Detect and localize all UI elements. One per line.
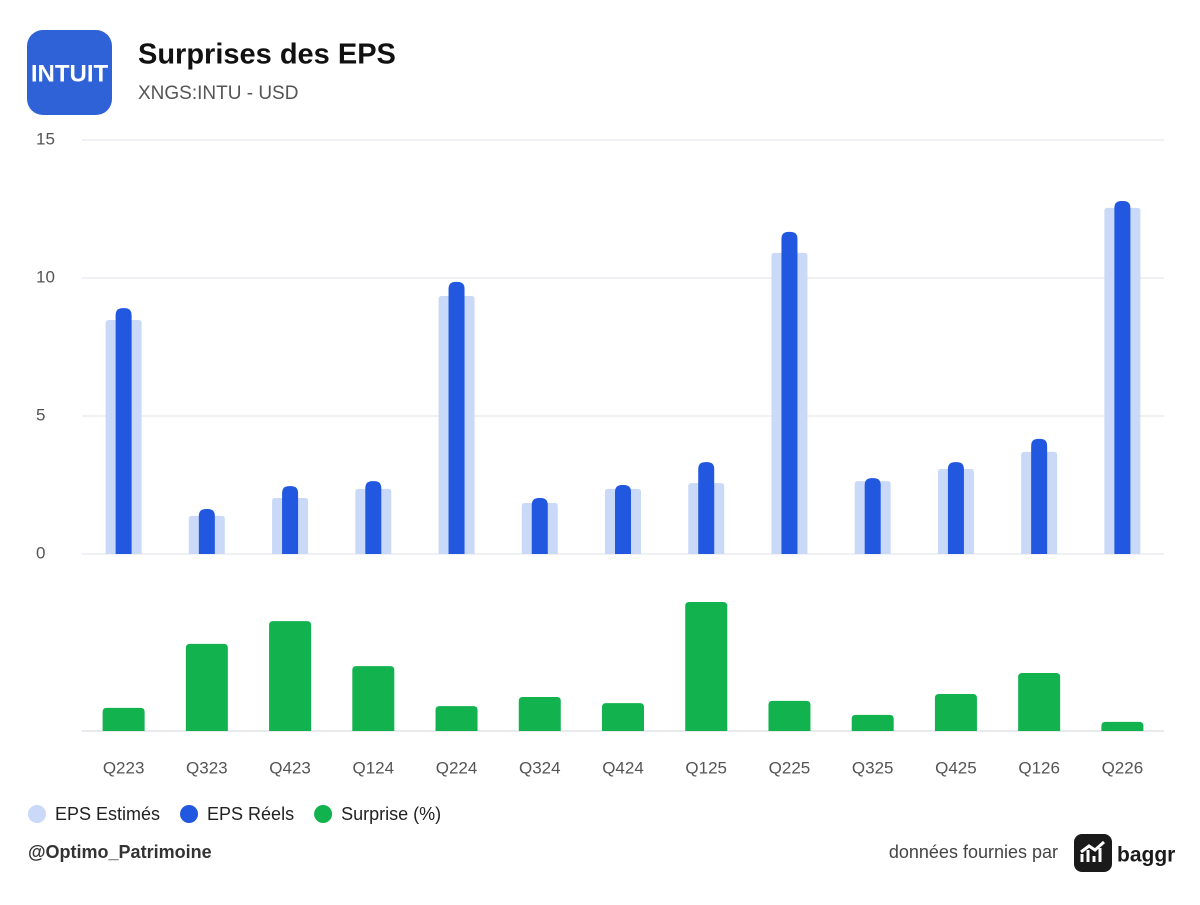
chart-subtitle: XNGS:INTU - USD	[138, 83, 298, 104]
actual-bar	[115, 308, 132, 554]
actual-bar	[947, 462, 964, 554]
surprise-bar	[518, 697, 561, 731]
x-tick-label: Q225	[769, 758, 811, 777]
surprise-bar	[768, 700, 811, 731]
actual-bar	[198, 509, 215, 554]
surprise-bar	[352, 666, 395, 731]
surprise-bar	[685, 602, 728, 731]
surprise-bar	[269, 621, 312, 731]
y-tick-label: 5	[36, 405, 45, 424]
legend-label: EPS Réels	[207, 804, 294, 824]
y-tick-label: 10	[36, 267, 55, 286]
credit: @Optimo_Patrimoine	[28, 842, 212, 862]
source-text: données fournies par	[889, 842, 1058, 862]
legend-label: Surprise (%)	[341, 804, 441, 824]
x-tick-label: Q124	[353, 758, 395, 777]
legend-marker	[180, 805, 199, 823]
actual-bar	[365, 481, 382, 554]
y-tick-label: 15	[36, 129, 55, 148]
x-tick-label: Q325	[852, 758, 894, 777]
legend-label: EPS Estimés	[55, 804, 160, 824]
surprise-bar	[934, 693, 977, 731]
actual-bar	[781, 231, 798, 554]
x-tick-label: Q125	[685, 758, 727, 777]
legend-marker	[314, 805, 333, 823]
source-brand: baggr	[1117, 844, 1175, 867]
surprise-bar	[435, 706, 478, 731]
actual-bar	[615, 485, 631, 554]
actual-bar	[1114, 200, 1131, 554]
actual-bar	[698, 462, 715, 554]
surprise-bar	[185, 643, 228, 731]
x-tick-label: Q126	[1018, 758, 1060, 777]
surprise-bar	[602, 703, 644, 731]
actual-bar	[282, 486, 299, 554]
brand-icon-mark	[1080, 840, 1105, 862]
brand-icon	[1074, 834, 1112, 872]
legend-marker	[28, 805, 46, 823]
chart-title: Surprises des EPS	[138, 39, 396, 71]
surprise-bar	[1018, 673, 1061, 731]
surprise-bar	[851, 714, 894, 731]
logo-text: INTUIT	[31, 60, 109, 87]
actual-bar	[531, 497, 548, 554]
y-tick-label: 0	[36, 543, 45, 562]
x-tick-label: Q223	[103, 758, 145, 777]
surprise-bar	[1101, 721, 1144, 731]
x-tick-label: Q423	[269, 758, 311, 777]
x-tick-label: Q323	[186, 758, 228, 777]
surprise-bar	[102, 707, 145, 731]
actual-bar	[1031, 438, 1048, 554]
actual-bar	[864, 478, 881, 554]
x-tick-label: Q224	[436, 758, 478, 777]
x-tick-label: Q424	[602, 758, 644, 777]
actual-bar	[448, 281, 465, 554]
logo-box	[27, 30, 112, 115]
x-tick-label: Q425	[935, 758, 977, 777]
x-tick-label: Q226	[1102, 758, 1144, 777]
x-tick-label: Q324	[519, 758, 561, 777]
